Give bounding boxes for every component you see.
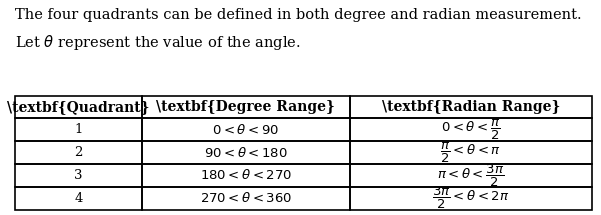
- Text: $\dfrac{3\pi}{2} < \theta < 2\pi$: $\dfrac{3\pi}{2} < \theta < 2\pi$: [432, 185, 510, 211]
- Text: Let $\theta$ represent the value of the angle.: Let $\theta$ represent the value of the …: [15, 33, 301, 52]
- Text: 2: 2: [75, 146, 83, 159]
- Text: 1: 1: [75, 123, 83, 136]
- Text: $270 < \theta < 360$: $270 < \theta < 360$: [200, 191, 292, 205]
- Text: $0 < \theta < 90$: $0 < \theta < 90$: [212, 123, 279, 137]
- Text: 4: 4: [75, 192, 83, 205]
- Text: 3: 3: [75, 169, 83, 182]
- Text: $\pi < \theta < \dfrac{3\pi}{2}$: $\pi < \theta < \dfrac{3\pi}{2}$: [437, 162, 504, 189]
- Text: The four quadrants can be defined in both degree and radian measurement.: The four quadrants can be defined in bot…: [15, 8, 582, 22]
- Text: $180 < \theta < 270$: $180 < \theta < 270$: [200, 168, 292, 183]
- Text: \textbf{Radian Range}: \textbf{Radian Range}: [382, 100, 560, 114]
- Text: $90 < \theta < 180$: $90 < \theta < 180$: [204, 146, 288, 160]
- Text: \textbf{Degree Range}: \textbf{Degree Range}: [156, 100, 335, 114]
- Text: \textbf{Quadrant}: \textbf{Quadrant}: [7, 100, 150, 114]
- Text: $\dfrac{\pi}{2} < \theta < \pi$: $\dfrac{\pi}{2} < \theta < \pi$: [441, 141, 501, 165]
- Text: $0 < \theta < \dfrac{\pi}{2}$: $0 < \theta < \dfrac{\pi}{2}$: [441, 118, 501, 142]
